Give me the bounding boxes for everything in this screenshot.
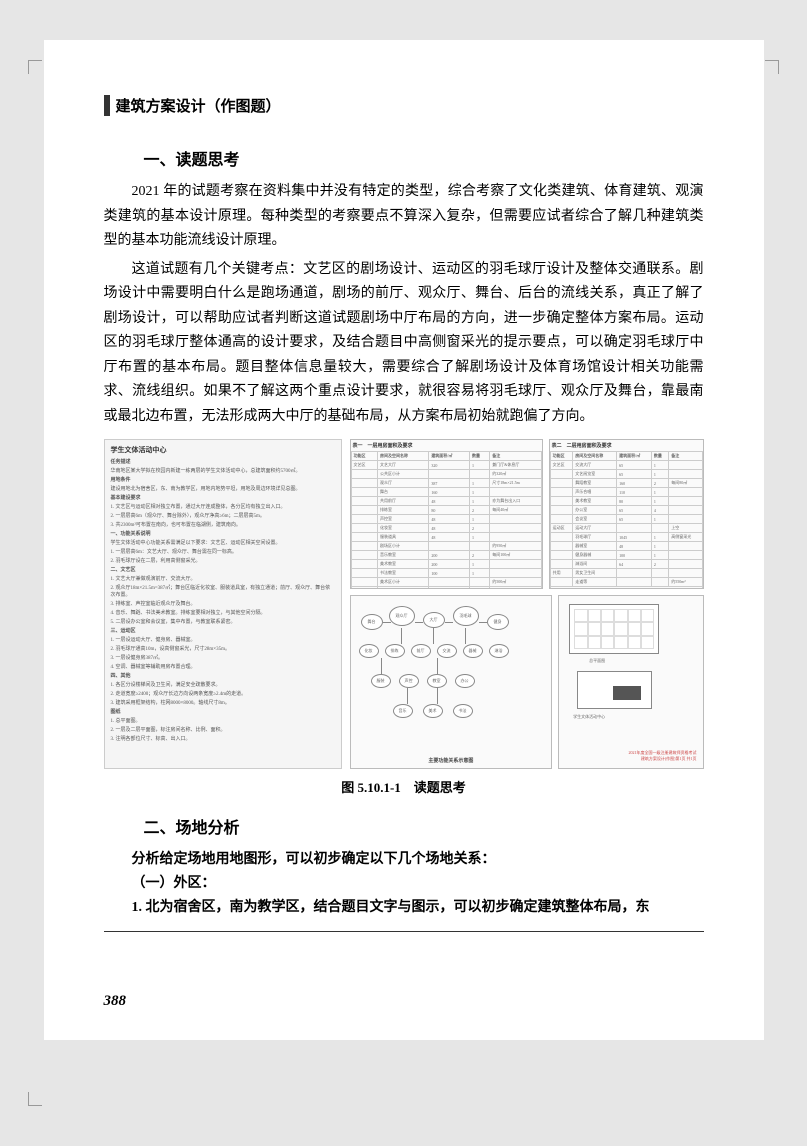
fig-text-line: 1. 各区分设楼梯间及卫生间，满足安全疏散要求。 xyxy=(111,682,335,689)
fig-text-line: 3. 建筑采用框架结构，柱网8000×8000。轴线尺寸8m。 xyxy=(111,700,335,707)
fig-text-line: 1. 一层层高6m：文艺大厅、观众厅、舞台需在同一标高。 xyxy=(111,549,335,556)
fig-text-line: 学生文体活动中心功能关系需满足以下要求：文艺区、运动区相关空间设置。 xyxy=(111,540,335,547)
fig-text-line: 1. 文艺大厅兼做观演前厅、交流大厅。 xyxy=(111,576,335,583)
section-1-title: 一、读题思考 xyxy=(144,146,704,170)
table1: 功能区房间及空间名称建筑面积/㎡数量备注文艺区文艺大厅3201兼门厅&休息厅公共… xyxy=(351,451,542,589)
bubble: 器械 xyxy=(463,644,483,658)
bubble: 舞台 xyxy=(361,614,383,630)
table2: 功能区房间及空间名称建筑面积/㎡数量备注文艺区交流大厅651文艺阅览室651舞蹈… xyxy=(550,451,703,589)
bubble: 办公 xyxy=(455,674,475,688)
paragraph-2: 这道试题有几个关键考点：文艺区的剧场设计、运动区的羽毛球厅设计及整体交通联系。剧… xyxy=(104,258,704,430)
fig-text-line: 一、功能关系说明 xyxy=(111,531,335,538)
fig-text-line: 3. 共2300m²可布置在南向，也可布置在临湖侧，建筑南向。 xyxy=(111,522,335,529)
site-label: 总平面图 xyxy=(589,658,605,664)
bubble: 淋浴 xyxy=(489,644,509,658)
bubble: 美术 xyxy=(423,704,443,718)
fig-text-line: 任务描述 xyxy=(111,459,335,466)
crop-mark-bl xyxy=(28,1092,42,1106)
mini-table-2: 表二 二层用房面积及要求 功能区房间及空间名称建筑面积/㎡数量备注文艺区交流大厅… xyxy=(549,439,704,589)
fig-text-line: 2. 走道宽度≥2400；观众厅长边方向设两条宽度≥2.4m的走道。 xyxy=(111,691,335,698)
site-outline xyxy=(569,604,659,654)
bubble: 前厅 xyxy=(411,644,431,658)
fig-text-line: 2. 羽毛球厅通高10m，设高侧窗采光，尺寸28m×35m。 xyxy=(111,646,335,653)
bubble: 书法 xyxy=(453,704,473,718)
block-label: 学生文体活动中心 xyxy=(573,714,605,720)
fig-text-line: 3. 一层设健身房387㎡。 xyxy=(111,655,335,662)
fig-text-line: 4. 音乐、舞蹈、书法美术教室。排练室要相对独立，与其他空间分隔。 xyxy=(111,610,335,617)
fig-text-line: 2. 观众厅18m×21.5m=387㎡；舞台区临近化妆室、服装道具室，有独立通… xyxy=(111,585,335,599)
page-container: 建筑方案设计（作图题） 一、读题思考 2021 年的试题考察在资料集中并没有特定… xyxy=(44,40,764,1040)
page-number: 388 xyxy=(104,993,127,1010)
connector xyxy=(401,628,402,644)
figure-caption: 图 5.10.1-1 读题思考 xyxy=(104,777,704,796)
connector xyxy=(465,628,466,644)
connector xyxy=(445,622,453,623)
fig-text-line: 二、文艺区 xyxy=(111,567,335,574)
connector xyxy=(437,658,438,674)
fig-text-line: 2. 一层层高6m（观众厅、舞台除外），观众厅净高≥6m；二层层高5m。 xyxy=(111,513,335,520)
fig-text-line: 4. 空调、器械室等辅助用房布置合理。 xyxy=(111,664,335,671)
fig-text-line: 四、其他 xyxy=(111,673,335,680)
bubble: 音乐 xyxy=(393,704,413,718)
page-header: 建筑方案设计（作图题） xyxy=(104,95,704,116)
fig-text-line: 图纸 xyxy=(111,709,335,716)
bubble: 大厅 xyxy=(423,612,445,628)
bubble: 排练 xyxy=(385,644,405,658)
connector xyxy=(433,628,434,644)
bubble: 声控 xyxy=(399,674,419,688)
section-2-intro: 分析给定场地用地图形，可以初步确定以下几个场地关系： xyxy=(104,848,704,872)
fig-text-line: 基本建设要求 xyxy=(111,495,335,502)
bubble-diagram: 舞台 观众厅 大厅 羽毛球 健身 化妆 排练 前厅 交流 器械 淋浴 服装 声控… xyxy=(350,595,553,769)
connector xyxy=(381,658,382,674)
connector xyxy=(437,688,438,704)
mini-table-1: 表一 一层用房面积及要求 功能区房间及空间名称建筑面积/㎡数量备注文艺区文艺大厅… xyxy=(350,439,543,589)
section-2-title: 二、场地分析 xyxy=(144,814,704,838)
fig-text-line: 1. 一层设运动大厅、健身房、器械室。 xyxy=(111,637,335,644)
sub-a-text: 1. 北为宿舍区，南为教学区，结合题目文字与图示，可以初步确定建筑整体布局，东 xyxy=(104,896,704,920)
paragraph-1: 2021 年的试题考察在资料集中并没有特定的类型，综合考察了文化类建筑、体育建筑… xyxy=(104,180,704,254)
fig-text-line: 3. 排练室、声控室临近观众厅及舞台。 xyxy=(111,601,335,608)
diagram2-footer: 2021年度全国一级注册建筑师资格考试 建筑方案设计(作图)第1页 共1页 xyxy=(565,750,696,762)
connector xyxy=(407,688,408,704)
table1-title: 表一 一层用房面积及要求 xyxy=(351,440,542,451)
fig-text-line: 三、运动区 xyxy=(111,628,335,635)
fig-text-line: 建设用地北为宿舍区，东、南为教学区，用地内地势平坦，用地及周边环境详见总图。 xyxy=(111,486,335,493)
diagram1-caption: 主要功能关系示意图 xyxy=(351,757,552,764)
table2-title: 表二 二层用房面积及要求 xyxy=(550,440,703,451)
sub-a-title: （一）外区： xyxy=(104,872,704,896)
fig-text-line: 华南地区某大学拟在校园内新建一栋两层的学生文体活动中心，总建筑面积约5700㎡。 xyxy=(111,468,335,475)
fig-text-line: 1. 总平面图。 xyxy=(111,718,335,725)
connector xyxy=(479,622,487,623)
figure-diagrams-row: 舞台 观众厅 大厅 羽毛球 健身 化妆 排练 前厅 交流 器械 淋浴 服装 声控… xyxy=(350,595,704,769)
fig-text-line: 2. 羽毛球厅设在二层，利用高侧窗采光。 xyxy=(111,558,335,565)
footer-rule xyxy=(104,931,704,932)
figure-left-panel: 学生文体活动中心 任务描述 华南地区某大学拟在校园内新建一栋两层的学生文体活动中… xyxy=(104,439,342,769)
fig-text-line: 3. 注明各部位尺寸、标高、出入口。 xyxy=(111,736,335,743)
bubble: 服装 xyxy=(371,674,391,688)
fig-text-line: 2. 一层及二层平面图，标注房间名称、比例、面积。 xyxy=(111,727,335,734)
bubble: 观众厅 xyxy=(389,606,415,626)
fig-doc-title: 学生文体活动中心 xyxy=(111,446,335,456)
bubble: 教室 xyxy=(427,674,447,688)
detail-box xyxy=(577,671,652,709)
fig-text-line: 5. 二层设办公室和会议室，集中布置，与教室联系紧密。 xyxy=(111,619,335,626)
fig-text-line: 1. 文艺区与运动区相对独立布置，通过大厅连成整体，各分区均有独立出入口。 xyxy=(111,504,335,511)
crop-mark-tr xyxy=(765,60,779,74)
bubble: 健身 xyxy=(487,614,509,630)
connector xyxy=(415,622,423,623)
fig-text-line: 用地条件 xyxy=(111,477,335,484)
site-plan-diagram: 总平面图 学生文体活动中心 2021年度全国一级注册建筑师资格考试 建筑方案设计… xyxy=(558,595,703,769)
figure-tables-row: 表一 一层用房面积及要求 功能区房间及空间名称建筑面积/㎡数量备注文艺区文艺大厅… xyxy=(350,439,704,589)
figure-right-panel: 表一 一层用房面积及要求 功能区房间及空间名称建筑面积/㎡数量备注文艺区文艺大厅… xyxy=(350,439,704,769)
bubble: 化妆 xyxy=(359,644,379,658)
figure-composite: 学生文体活动中心 任务描述 华南地区某大学拟在校园内新建一栋两层的学生文体活动中… xyxy=(104,439,704,769)
crop-mark-tl xyxy=(28,60,42,74)
connector xyxy=(383,622,391,623)
bubble: 交流 xyxy=(437,644,457,658)
bubble: 羽毛球 xyxy=(453,606,479,626)
